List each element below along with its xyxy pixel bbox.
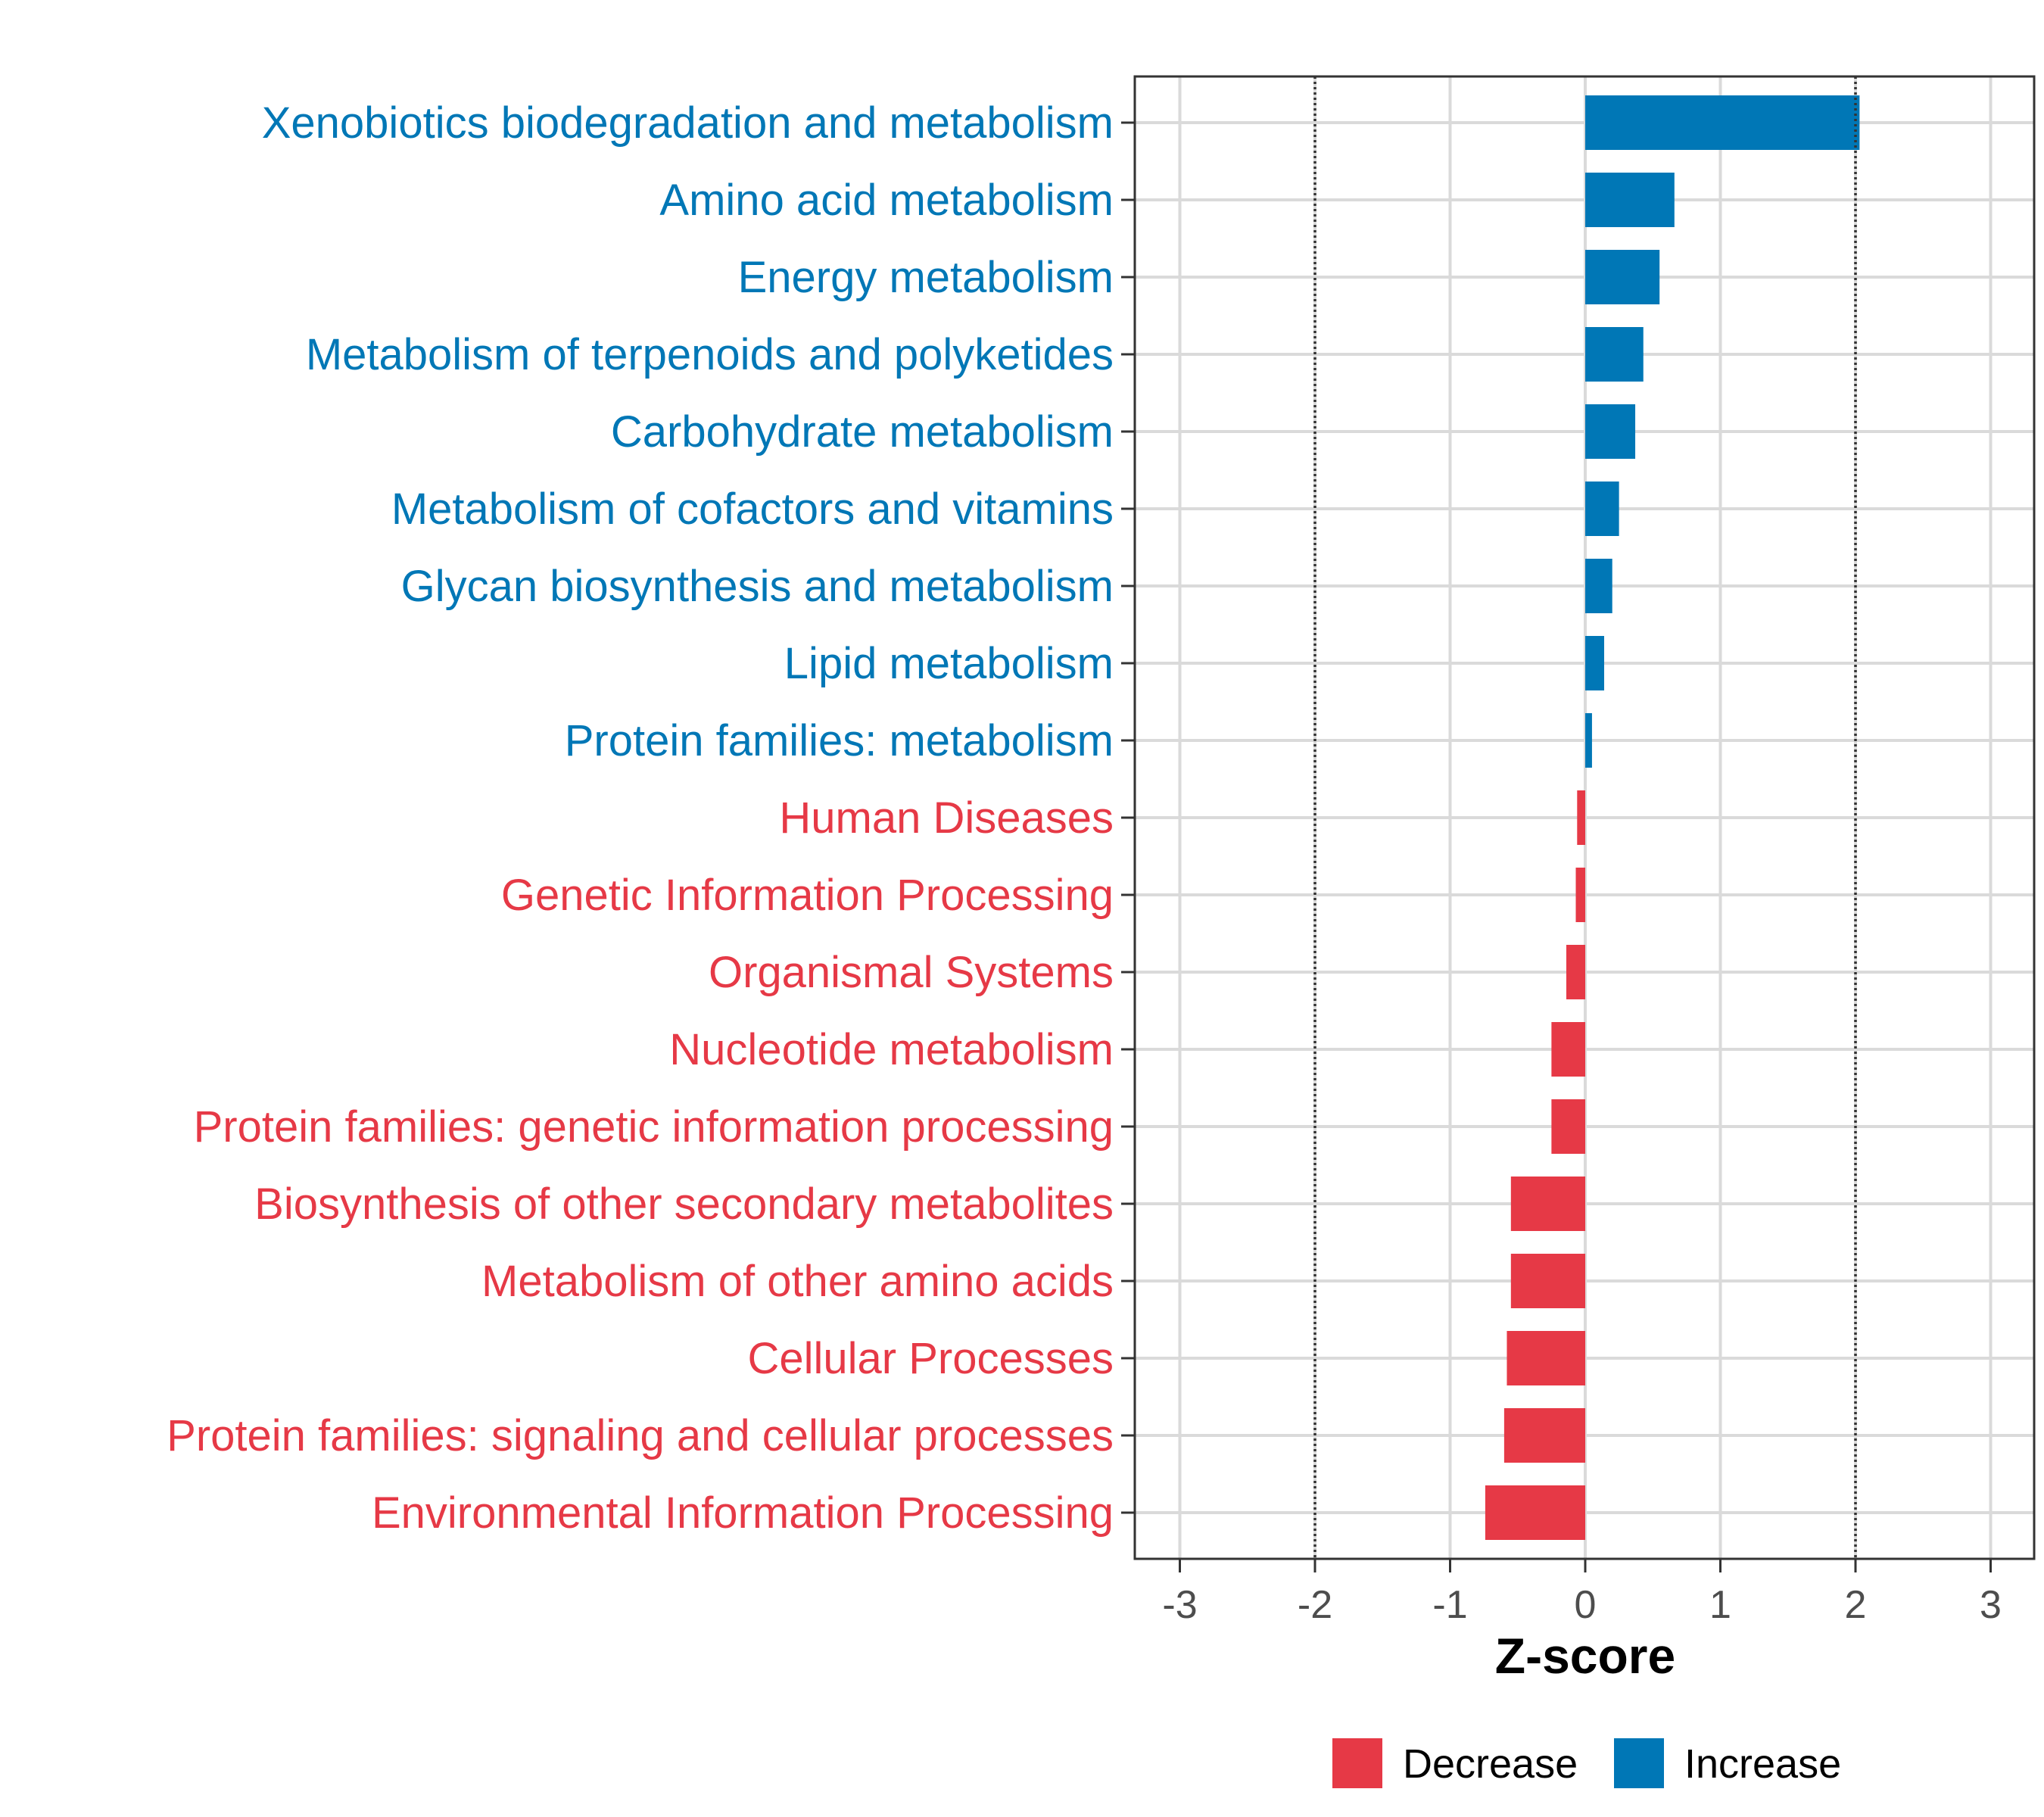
category-label: Xenobiotics biodegradation and metabolis… (262, 98, 1114, 148)
category-label: Glycan biosynthesis and metabolism (401, 562, 1114, 611)
legend-swatch (1614, 1738, 1664, 1788)
reference-lines-layer (1313, 76, 1857, 1559)
category-label: Carbohydrate metabolism (611, 407, 1114, 457)
bar (1510, 1254, 1585, 1308)
category-label: Human Diseases (779, 793, 1114, 843)
bar (1551, 1022, 1585, 1077)
bar (1585, 250, 1660, 304)
x-tick-label: -2 (1298, 1583, 1332, 1627)
bar (1585, 173, 1675, 227)
bar (1585, 482, 1619, 536)
legend-label: Decrease (1403, 1741, 1578, 1787)
bar (1585, 713, 1592, 768)
x-tick-label: -3 (1162, 1583, 1197, 1627)
category-label: Cellular Processes (747, 1334, 1114, 1383)
category-label: Nucleotide metabolism (669, 1025, 1114, 1074)
bar (1585, 327, 1644, 382)
bar (1575, 868, 1585, 922)
bar (1551, 1099, 1585, 1154)
x-tick-label: -1 (1432, 1583, 1467, 1627)
category-label: Metabolism of cofactors and vitamins (391, 485, 1114, 534)
category-label: Organismal Systems (709, 948, 1114, 997)
y-axis-labels: Xenobiotics biodegradation and metabolis… (167, 98, 1114, 1538)
category-label: Biosynthesis of other secondary metaboli… (254, 1180, 1114, 1229)
bar (1585, 95, 1860, 150)
y-axis-ticks (1121, 121, 1135, 1514)
bar (1585, 404, 1636, 459)
bar (1585, 636, 1604, 690)
bar (1503, 1408, 1585, 1463)
legend: Decrease Increase (1332, 1738, 1841, 1788)
bar (1510, 1177, 1585, 1231)
category-label: Genetic Information Processing (501, 871, 1114, 920)
legend-label: Increase (1684, 1741, 1841, 1787)
x-tick-label: 2 (1845, 1583, 1867, 1627)
bar (1485, 1485, 1585, 1540)
bar (1577, 790, 1585, 845)
category-label: Lipid metabolism (784, 639, 1114, 688)
category-label: Amino acid metabolism (659, 176, 1114, 225)
bar (1566, 945, 1585, 999)
category-label: Protein families: signaling and cellular… (167, 1411, 1114, 1460)
category-label: Energy metabolism (738, 253, 1114, 302)
x-axis-ticks: -3 -2 -1 0 1 2 3 (1162, 1559, 2002, 1627)
bar (1585, 559, 1612, 613)
category-label: Environmental Information Processing (372, 1488, 1114, 1538)
x-tick-label: 1 (1709, 1583, 1731, 1627)
x-axis-title: Z-score (1495, 1628, 1675, 1684)
category-label: Metabolism of terpenoids and polyketides (306, 330, 1114, 379)
category-label: Metabolism of other amino acids (481, 1257, 1114, 1306)
x-tick-label: 3 (1980, 1583, 2002, 1627)
category-label: Protein families: genetic information pr… (194, 1102, 1114, 1152)
category-label: Protein families: metabolism (565, 716, 1114, 765)
bar (1507, 1331, 1585, 1385)
bars-layer (1485, 95, 1860, 1540)
x-tick-label: 0 (1575, 1583, 1597, 1627)
legend-swatch (1332, 1738, 1382, 1788)
